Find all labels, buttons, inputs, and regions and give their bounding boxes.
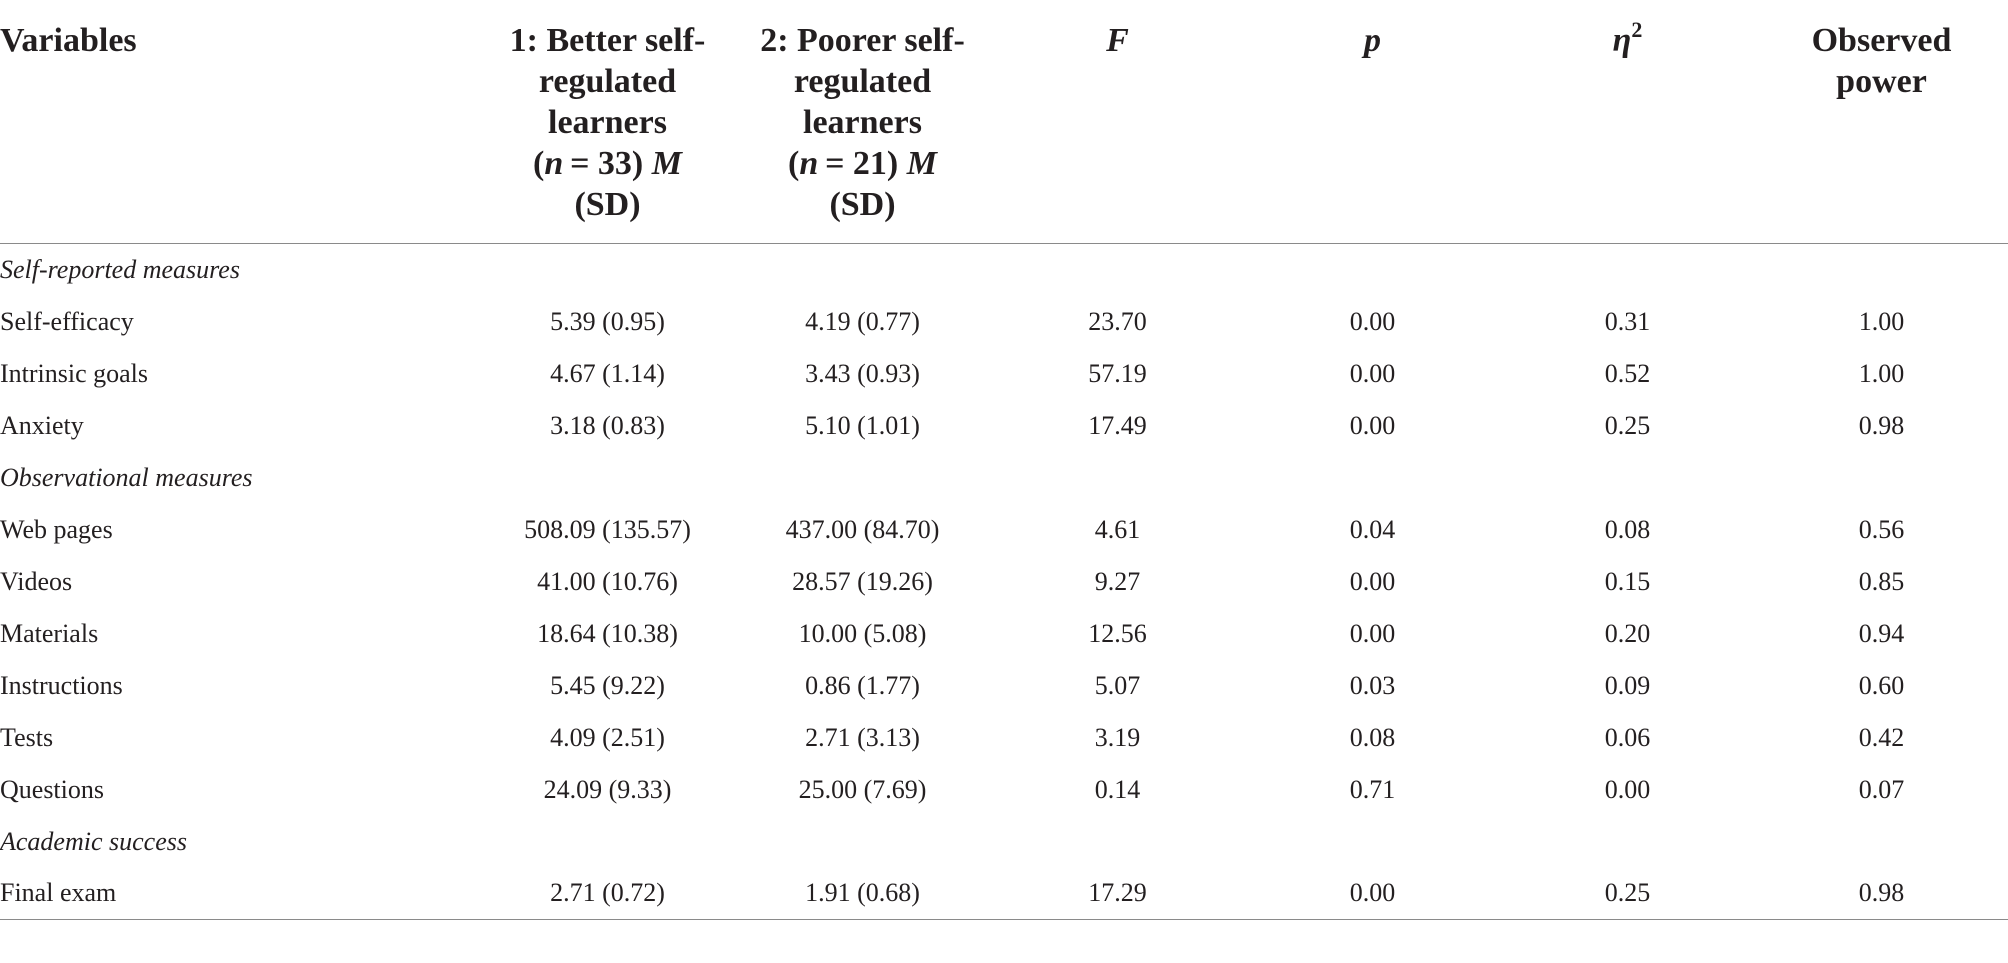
cell-group2-mean-sd: 25.00 (7.69)	[798, 774, 927, 804]
cell-f-value: 17.49	[1088, 410, 1147, 440]
cell-variable: Anxiety	[0, 410, 84, 440]
table-row: Questions 24.09 (9.33) 25.00 (7.69) 0.14 0.7…	[0, 764, 2008, 816]
cell-variable: Materials	[0, 618, 99, 648]
cell-eta-squared: 0.08	[1604, 514, 1651, 544]
table-row: Self-efficacy 5.39 (0.95) 4.19 (0.77) 23.70…	[0, 296, 2008, 348]
cell-p-value: 0.04	[1349, 514, 1396, 544]
cell-observed-power: 0.42	[1858, 722, 1905, 752]
cell-group2-mean-sd: 5.10 (1.01)	[805, 410, 920, 440]
section-title: Self-reported measures	[0, 254, 240, 284]
section-row: Academic success	[0, 816, 2008, 868]
header-f: F	[990, 0, 1245, 244]
cell-variable: Videos	[0, 566, 73, 596]
cell-p-value: 0.08	[1349, 722, 1396, 752]
table-row: Final exam 2.71 (0.72) 1.91 (0.68) 17.29 0.0…	[0, 867, 2008, 920]
table-row: Web pages 508.09 (135.57) 437.00 (84.70) 4.…	[0, 504, 2008, 556]
header-group2: 2: Poorer self- regulated learners (n = …	[735, 0, 990, 244]
cell-group2-mean-sd: 0.86 (1.77)	[805, 670, 920, 700]
cell-observed-power: 0.56	[1858, 514, 1905, 544]
cell-f-value: 3.19	[1094, 722, 1141, 752]
cell-group1-mean-sd: 4.67 (1.14)	[550, 358, 665, 388]
header-variables: Variables	[0, 0, 480, 244]
cell-p-value: 0.00	[1349, 410, 1396, 440]
cell-eta-squared: 0.09	[1604, 670, 1651, 700]
cell-group1-mean-sd: 2.71 (0.72)	[480, 867, 735, 920]
cell-variable: Web pages	[0, 514, 113, 544]
cell-f-value: 17.29	[990, 867, 1245, 920]
table-body: Self-reported measures Self-efficacy 5.39 …	[0, 244, 2008, 920]
cell-eta-squared: 0.31	[1604, 306, 1651, 336]
cell-group1-mean-sd: 508.09 (135.57)	[524, 514, 691, 544]
cell-group1-mean-sd: 18.64 (10.38)	[537, 618, 678, 648]
cell-variable: Instructions	[0, 670, 123, 700]
section-row: Observational measures	[0, 452, 2008, 504]
cell-variable: Final exam	[0, 867, 480, 920]
table-row: Instructions 5.45 (9.22) 0.86 (1.77) 5.07 0.…	[0, 660, 2008, 712]
cell-observed-power: 0.85	[1858, 566, 1905, 596]
header-group1: 1: Better self- regulated learners (n = …	[480, 0, 735, 244]
cell-eta-squared: 0.15	[1604, 566, 1651, 596]
header-row: Variables 1: Better self- regulated lear…	[0, 0, 2008, 244]
section-row: Self-reported measures	[0, 244, 2008, 296]
cell-eta-squared: 0.52	[1604, 358, 1651, 388]
cell-p-value: 0.71	[1349, 774, 1396, 804]
cell-f-value: 5.07	[1094, 670, 1141, 700]
cell-group1-mean-sd: 41.00 (10.76)	[537, 566, 678, 596]
cell-group1-mean-sd: 5.39 (0.95)	[550, 306, 665, 336]
cell-f-value: 4.61	[1094, 514, 1141, 544]
cell-group2-mean-sd: 1.91 (0.68)	[735, 867, 990, 920]
section-title: Academic success	[0, 826, 187, 856]
cell-variable: Questions	[0, 774, 104, 804]
cell-p-value: 0.03	[1349, 670, 1396, 700]
cell-observed-power: 0.98	[1755, 867, 2008, 920]
cell-variable: Intrinsic goals	[0, 358, 149, 388]
cell-eta-squared: 0.06	[1604, 722, 1651, 752]
cell-group2-mean-sd: 437.00 (84.70)	[785, 514, 940, 544]
cell-group1-mean-sd: 5.45 (9.22)	[550, 670, 665, 700]
cell-group1-mean-sd: 3.18 (0.83)	[550, 410, 665, 440]
cell-eta-squared: 0.25	[1604, 410, 1651, 440]
cell-p-value: 0.00	[1349, 358, 1396, 388]
cell-observed-power: 1.00	[1858, 358, 1905, 388]
cell-eta-squared: 0.20	[1604, 618, 1651, 648]
cell-f-value: 12.56	[1088, 618, 1147, 648]
table-row: Materials 18.64 (10.38) 10.00 (5.08) 12.56 0…	[0, 608, 2008, 660]
cell-observed-power: 0.98	[1858, 410, 1905, 440]
cell-p-value: 0.00	[1245, 867, 1500, 920]
cell-group2-mean-sd: 4.19 (0.77)	[805, 306, 920, 336]
cell-observed-power: 0.60	[1858, 670, 1905, 700]
cell-group1-mean-sd: 4.09 (2.51)	[550, 722, 665, 752]
cell-group2-mean-sd: 2.71 (3.13)	[805, 722, 920, 752]
cell-f-value: 23.70	[1088, 306, 1147, 336]
table-row: Intrinsic goals 4.67 (1.14) 3.43 (0.93) 57.…	[0, 348, 2008, 400]
cell-group2-mean-sd: 28.57 (19.26)	[792, 566, 933, 596]
cell-eta-squared: 0.00	[1604, 774, 1651, 804]
cell-p-value: 0.00	[1349, 566, 1396, 596]
table-row: Anxiety 3.18 (0.83) 5.10 (1.01) 17.49 0.00 0.…	[0, 400, 2008, 452]
table-header: Variables 1: Better self- regulated lear…	[0, 0, 2008, 244]
cell-f-value: 57.19	[1088, 358, 1147, 388]
header-p: p	[1245, 0, 1500, 244]
cell-variable: Tests	[0, 722, 54, 752]
cell-group1-mean-sd: 24.09 (9.33)	[543, 774, 672, 804]
cell-f-value: 9.27	[1094, 566, 1141, 596]
header-eta-squared: η2	[1500, 0, 1755, 244]
header-observed-power: Observed power	[1755, 0, 2008, 244]
results-table: Variables 1: Better self- regulated lear…	[0, 0, 2008, 920]
cell-p-value: 0.00	[1349, 618, 1396, 648]
cell-observed-power: 0.07	[1858, 774, 1905, 804]
table-row: Videos 41.00 (10.76) 28.57 (19.26) 9.27 0.00…	[0, 556, 2008, 608]
cell-p-value: 0.00	[1349, 306, 1396, 336]
cell-variable: Self-efficacy	[0, 306, 134, 336]
section-title: Observational measures	[0, 462, 253, 492]
cell-group2-mean-sd: 3.43 (0.93)	[805, 358, 920, 388]
cell-eta-squared: 0.25	[1500, 867, 1755, 920]
cell-f-value: 0.14	[1094, 774, 1141, 804]
cell-observed-power: 1.00	[1858, 306, 1905, 336]
table-row: Tests 4.09 (2.51) 2.71 (3.13) 3.19 0.08 0.06 0…	[0, 712, 2008, 764]
cell-observed-power: 0.94	[1858, 618, 1905, 648]
cell-group2-mean-sd: 10.00 (5.08)	[798, 618, 927, 648]
